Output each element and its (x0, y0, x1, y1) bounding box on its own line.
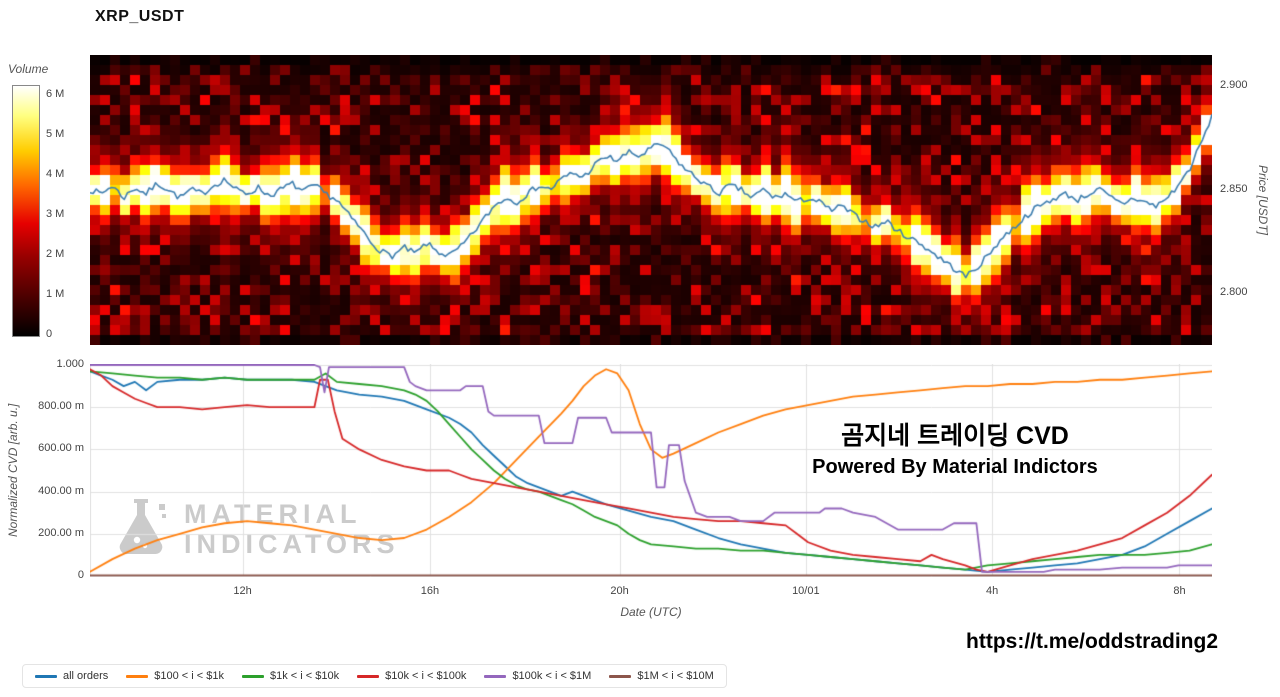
chart-legend: all orders $100 < i < $1k $1k < i < $10k $1… (22, 664, 727, 688)
legend-label: $1M < i < $10M (637, 670, 714, 682)
cvd-x-tick-label: 8h (1173, 585, 1186, 597)
legend-label: all orders (63, 670, 109, 682)
cvd-y-tick-label: 800.00 m (38, 400, 84, 413)
cvd-x-tick-label: 4h (985, 585, 999, 597)
legend-label: $100 < i < $1k (154, 670, 224, 682)
legend-item[interactable]: $10k < i < $100k (357, 670, 466, 682)
cvd-y-tick-label: 400.00 m (38, 484, 84, 497)
price-tick-label: 2.850 (1220, 182, 1248, 195)
volume-colorbar (12, 85, 40, 337)
telegram-url: https://t.me/oddstrading2 (966, 630, 1218, 653)
cvd-x-tick-label: 12h (233, 585, 252, 597)
legend-label: $1k < i < $10k (269, 670, 340, 682)
price-tick-label: 2.800 (1220, 286, 1248, 299)
cvd-x-axis-label: Date (UTC) (620, 605, 682, 619)
page-title: XRP_USDT (95, 8, 185, 25)
cvd-x-tick-label: 20h (610, 585, 629, 597)
volume-colorbar-ticks: 6 M 5 M 4 M 3 M 2 M 1 M 0 (46, 85, 86, 340)
cvd-y-tick-label: 200.00 m (38, 526, 84, 539)
legend-label: $10k < i < $100k (385, 670, 467, 682)
colorbar-tick-label: 0 (46, 328, 53, 340)
cvd-y-tick-label: 0 (77, 569, 84, 581)
legend-swatch (35, 674, 57, 678)
cvd-y-axis-label: Normalized CVD [arb. u.] (6, 403, 20, 538)
annotation-subtitle: Powered By Material Indictors (812, 455, 1098, 478)
colorbar-tick-label: 2 M (46, 248, 65, 260)
cvd-x-tick-label: 16h (420, 585, 440, 597)
legend-item[interactable]: $1M < i < $10M (609, 670, 714, 682)
colorbar-tick-label: 3 M (46, 208, 65, 220)
legend-item[interactable]: $100 < i < $1k (126, 670, 224, 682)
volume-colorbar-label: Volume (8, 62, 49, 76)
price-axis-label: Price [USDT] (1256, 164, 1270, 235)
legend-swatch (241, 674, 264, 678)
legend-swatch (484, 674, 507, 678)
legend-label: $100k < i < $1M (512, 670, 592, 682)
legend-item[interactable]: all orders (35, 670, 108, 682)
cvd-line-chart[interactable] (90, 364, 1212, 577)
legend-item[interactable]: $1k < i < $10k (241, 670, 340, 682)
legend-swatch (126, 674, 149, 678)
cvd-y-tick-label: 1.000 (56, 358, 84, 370)
colorbar-tick-label: 1 M (46, 288, 65, 300)
colorbar-tick-label: 4 M (46, 168, 65, 180)
annotation-title: 곰지네 트레이딩 CVD (841, 422, 1069, 450)
legend-swatch (357, 674, 380, 678)
legend-item[interactable]: $100k < i < $1M (484, 670, 591, 682)
legend-swatch (609, 674, 632, 678)
colorbar-tick-label: 6 M (46, 88, 65, 100)
cvd-x-tick-label: 10/01 (792, 585, 820, 597)
chart-annotation: 곰지네 트레이딩 CVD Powered By Material Indicto… (760, 420, 1150, 480)
cvd-y-tick-label: 600.00 m (38, 442, 84, 455)
volume-heatmap-chart[interactable] (90, 55, 1212, 345)
price-tick-label: 2.900 (1220, 79, 1248, 92)
price-axis-ticks: 2.900 2.850 2.800 (1220, 55, 1276, 345)
colorbar-tick-label: 5 M (46, 128, 65, 140)
